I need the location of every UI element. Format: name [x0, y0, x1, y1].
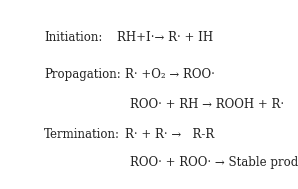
Text: RH+I·→ R· + IH: RH+I·→ R· + IH — [117, 31, 213, 44]
Text: Termination:: Termination: — [44, 128, 120, 141]
Text: ROO· + RH → ROOH + R·: ROO· + RH → ROOH + R· — [130, 98, 284, 111]
Text: R· +O₂ → ROO·: R· +O₂ → ROO· — [125, 68, 215, 81]
Text: Propagation:: Propagation: — [44, 68, 121, 81]
Text: R· + R· →   R-R: R· + R· → R-R — [125, 128, 214, 141]
Text: Initiation:: Initiation: — [44, 31, 103, 44]
Text: ROO· + ROO· → Stable products: ROO· + ROO· → Stable products — [130, 156, 298, 169]
